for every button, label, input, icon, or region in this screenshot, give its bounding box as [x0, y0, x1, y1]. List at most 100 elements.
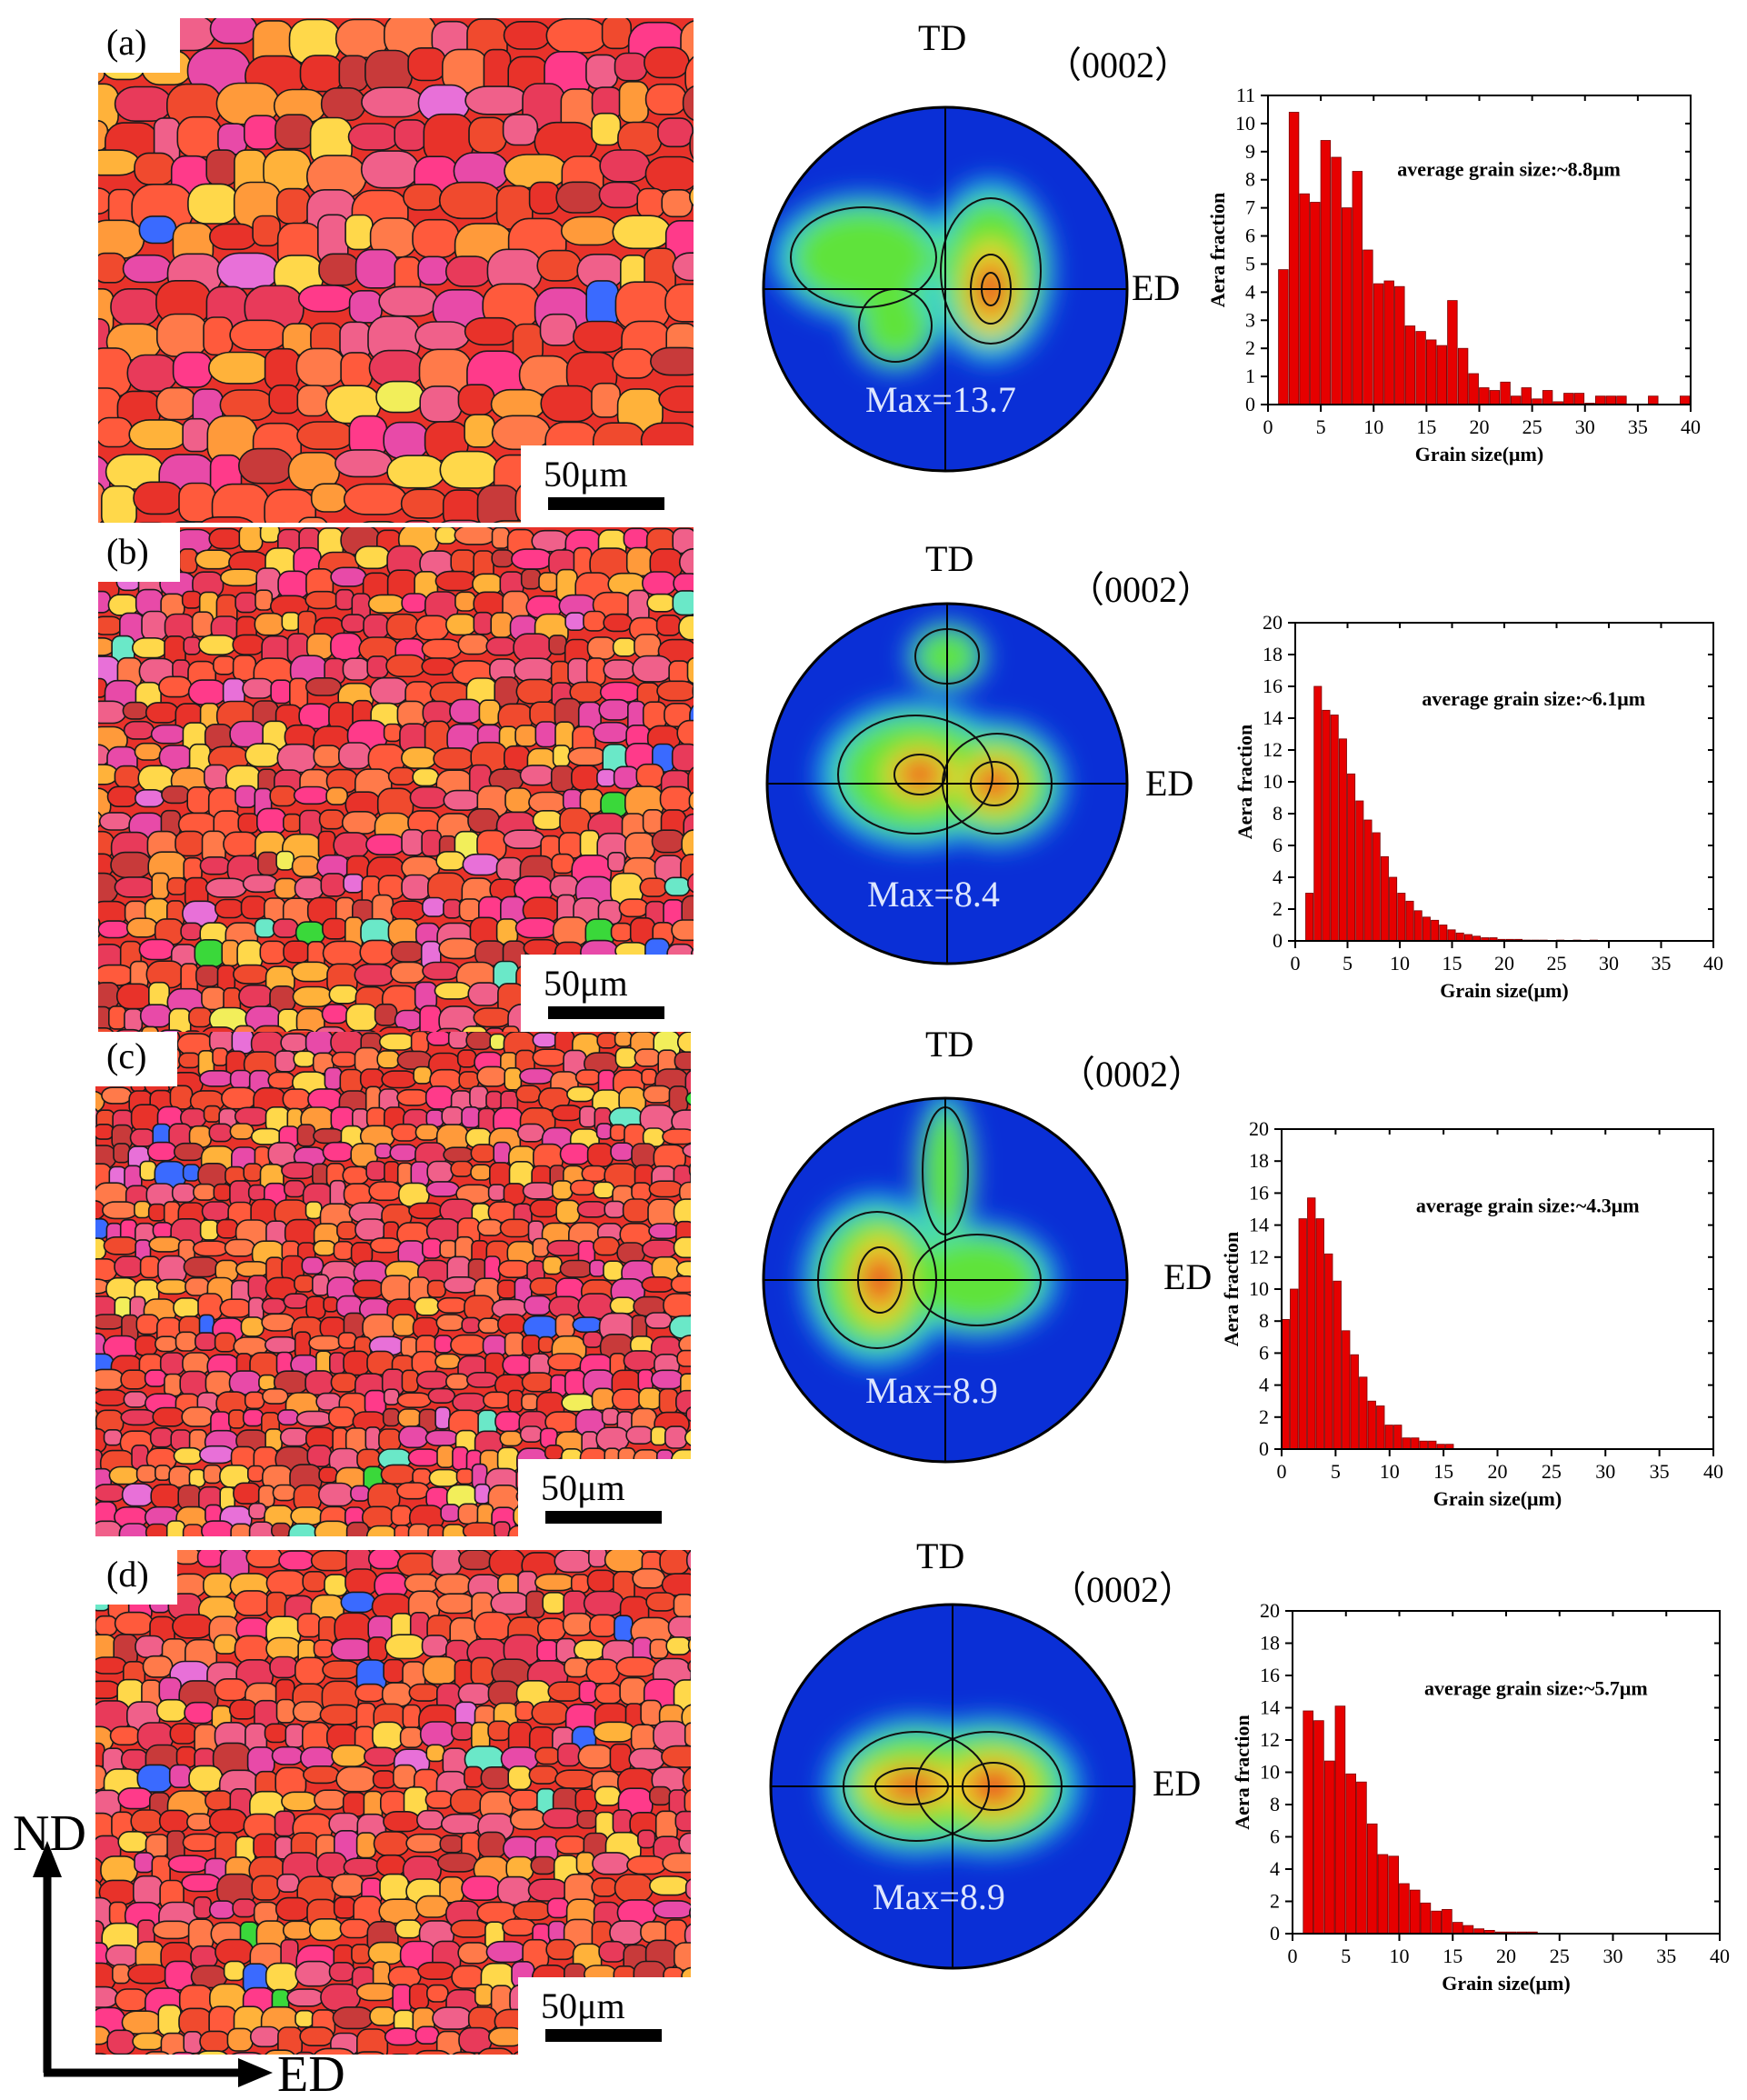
y-tick-label: 12 — [1260, 1728, 1280, 1751]
histogram-bar — [1315, 1218, 1324, 1450]
y-tick-label: 2 — [1259, 1405, 1269, 1428]
histogram-bar — [1447, 300, 1458, 405]
grain — [607, 851, 626, 873]
histogram-bar — [1303, 1710, 1314, 1935]
histogram-bar — [1299, 193, 1310, 405]
x-axis-label: Grain size(μm) — [1433, 1487, 1562, 1510]
histogram-bar — [1372, 832, 1381, 942]
x-tick-label: 40 — [1703, 1460, 1723, 1483]
y-tick-label: 10 — [1260, 1761, 1280, 1784]
histogram-bar — [1305, 893, 1314, 942]
histogram-bar — [1399, 1883, 1410, 1935]
x-axis-label: Grain size(μm) — [1442, 1972, 1570, 1995]
y-tick-label: 10 — [1263, 770, 1283, 793]
x-tick-label: 5 — [1331, 1460, 1341, 1483]
histogram-bar — [1347, 773, 1356, 942]
histogram-bar — [1413, 910, 1423, 942]
y-tick-label: 16 — [1263, 675, 1283, 697]
grain — [689, 130, 694, 160]
histogram-bar — [1377, 1854, 1389, 1935]
scale-bar: 50μm — [518, 1459, 691, 1536]
grain — [671, 919, 694, 942]
grain — [676, 719, 694, 746]
y-tick-label: 16 — [1249, 1181, 1269, 1204]
histogram-bar — [1363, 819, 1373, 942]
grain — [255, 589, 274, 611]
histogram-bar — [1389, 876, 1398, 942]
y-tick-label: 4 — [1259, 1374, 1269, 1396]
grain — [676, 1349, 691, 1367]
grain — [650, 346, 694, 376]
x-tick-label: 10 — [1390, 952, 1410, 975]
x-tick-label: 35 — [1652, 952, 1672, 975]
histogram-bar — [1356, 1781, 1367, 1935]
histogram-bar — [1402, 1437, 1411, 1450]
grain — [98, 1027, 115, 1032]
y-tick-label: 18 — [1249, 1149, 1269, 1172]
histogram-bar — [1447, 929, 1456, 942]
y-tick-label: 12 — [1263, 738, 1283, 761]
y-tick-label: 14 — [1249, 1214, 1269, 1236]
grain — [676, 1032, 691, 1054]
histogram-bar — [1352, 171, 1363, 405]
histogram-bar — [1405, 900, 1414, 942]
histogram-bar — [1388, 1855, 1400, 1935]
grain — [687, 1637, 691, 1653]
x-tick-label: 15 — [1443, 952, 1462, 975]
grain — [684, 1722, 691, 1747]
histogram-bar — [1542, 390, 1553, 405]
grain — [485, 1027, 504, 1032]
y-tick-label: 6 — [1273, 834, 1283, 856]
histogram-bar — [1420, 1902, 1432, 1935]
histogram-bar — [1616, 395, 1627, 405]
grain — [678, 615, 694, 641]
y-tick-label: 2 — [1245, 336, 1255, 359]
grain — [202, 1026, 235, 1032]
grain — [672, 252, 694, 282]
y-tick-label: 0 — [1270, 1922, 1280, 1945]
panel-label: (c) — [106, 1035, 146, 1076]
grain — [687, 873, 694, 894]
y-tick-label: 10 — [1249, 1277, 1269, 1300]
histogram-bar — [1345, 1773, 1357, 1935]
grain — [656, 680, 694, 702]
histogram-bar — [1363, 249, 1373, 405]
histogram-bar — [1324, 1253, 1333, 1450]
grain — [670, 1275, 691, 1294]
grain — [461, 1025, 488, 1032]
grain — [682, 85, 694, 121]
y-tick-label: 2 — [1270, 1890, 1280, 1913]
histogram-bar — [1307, 1197, 1316, 1450]
grain — [427, 1387, 456, 1404]
grain — [185, 1030, 200, 1032]
grain — [671, 743, 694, 772]
grain — [325, 786, 349, 805]
x-tick-label: 35 — [1650, 1460, 1670, 1483]
y-tick-label: 8 — [1259, 1309, 1269, 1332]
histogram-bar — [1605, 395, 1617, 405]
y-tick-label: 3 — [1245, 308, 1255, 331]
x-tick-label: 0 — [1277, 1460, 1287, 1483]
histogram-bar — [1288, 112, 1300, 405]
average-grain-size-annotation: average grain size:~4.3μm — [1416, 1195, 1640, 1217]
x-tick-label: 5 — [1341, 1945, 1351, 1967]
x-tick-label: 40 — [1703, 952, 1723, 975]
grain — [664, 283, 694, 323]
histogram-bar — [1342, 207, 1353, 405]
histogram-bar — [1411, 1437, 1420, 1450]
x-tick-label: 25 — [1522, 415, 1542, 438]
histogram-bar — [1455, 932, 1464, 942]
grain — [661, 1745, 691, 1768]
x-tick-label: 0 — [1263, 415, 1273, 438]
grain — [118, 1523, 149, 1536]
average-grain-size-annotation: average grain size:~6.1μm — [1422, 687, 1645, 710]
average-grain-size-annotation: average grain size:~5.7μm — [1424, 1676, 1648, 1699]
histogram-bar — [1563, 393, 1574, 405]
histogram-bar — [1428, 1440, 1437, 1450]
y-tick-label: 5 — [1245, 252, 1255, 275]
x-tick-label: 15 — [1433, 1460, 1453, 1483]
y-tick-label: 18 — [1260, 1632, 1280, 1655]
x-tick-label: 10 — [1390, 1945, 1410, 1967]
y-axis-label: Aera fraction — [1233, 725, 1256, 839]
